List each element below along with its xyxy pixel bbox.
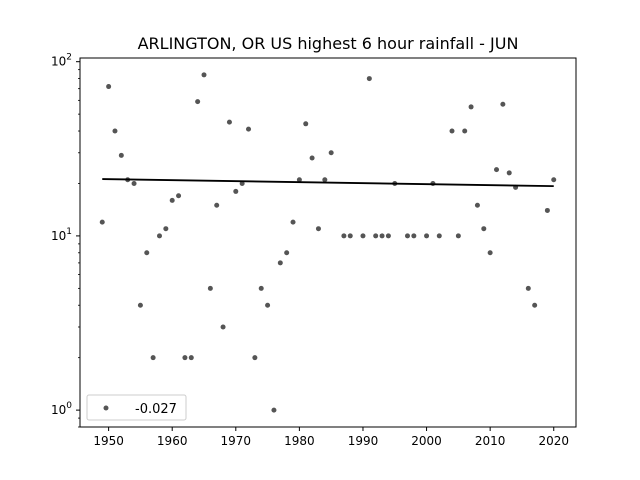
x-axis: 1950 1960 1970 1980 1990 2000 2010 2020 bbox=[93, 427, 569, 448]
data-point bbox=[544, 207, 550, 213]
trend-layer bbox=[102, 178, 554, 188]
plot-frame bbox=[79, 57, 577, 428]
legend-marker bbox=[103, 405, 109, 411]
data-point bbox=[112, 128, 118, 134]
chart-title: ARLINGTON, OR US highest 6 hour rainfall… bbox=[138, 34, 519, 53]
data-point bbox=[411, 233, 417, 239]
data-point bbox=[277, 260, 283, 266]
data-point bbox=[436, 233, 442, 239]
data-point bbox=[118, 152, 124, 158]
data-point bbox=[296, 177, 302, 183]
data-point bbox=[252, 355, 258, 361]
data-point bbox=[347, 233, 353, 239]
data-point bbox=[532, 302, 538, 308]
data-point bbox=[481, 226, 487, 232]
data-point bbox=[506, 170, 512, 176]
x-tick-label: 2010 bbox=[475, 434, 506, 448]
data-point bbox=[271, 407, 277, 413]
data-point bbox=[360, 233, 366, 239]
data-point bbox=[424, 233, 430, 239]
data-point bbox=[494, 167, 500, 173]
data-point bbox=[309, 155, 315, 161]
data-point bbox=[341, 233, 347, 239]
data-point bbox=[137, 302, 143, 308]
legend: -0.027 bbox=[86, 394, 187, 421]
data-point bbox=[500, 101, 506, 107]
data-point bbox=[373, 233, 379, 239]
y-tick-label: 102 bbox=[51, 53, 72, 69]
data-point bbox=[156, 233, 162, 239]
data-point bbox=[551, 177, 557, 183]
x-tick-label: 1970 bbox=[221, 434, 252, 448]
y-tick-label: 100 bbox=[51, 401, 72, 417]
data-point bbox=[106, 84, 112, 90]
x-tick-label: 2020 bbox=[538, 434, 569, 448]
data-point bbox=[258, 285, 264, 291]
y-axis: 100 101 102 bbox=[51, 53, 80, 428]
data-point bbox=[265, 302, 271, 308]
data-point bbox=[99, 219, 105, 225]
x-tick-label: 1960 bbox=[157, 434, 188, 448]
data-point bbox=[144, 250, 150, 256]
data-point bbox=[468, 104, 474, 110]
data-point bbox=[195, 99, 201, 105]
data-point bbox=[455, 233, 461, 239]
data-point bbox=[525, 285, 531, 291]
data-points bbox=[99, 72, 557, 413]
y-tick-label: 101 bbox=[51, 227, 72, 243]
x-tick-label: 2000 bbox=[411, 434, 442, 448]
trend-line bbox=[102, 178, 554, 188]
data-point bbox=[220, 324, 226, 330]
data-point bbox=[163, 226, 169, 232]
data-point bbox=[201, 72, 207, 78]
data-point bbox=[176, 193, 182, 199]
data-point bbox=[379, 233, 385, 239]
data-point bbox=[404, 233, 410, 239]
data-point bbox=[366, 76, 372, 82]
data-point bbox=[182, 355, 188, 361]
data-point bbox=[246, 126, 252, 132]
data-point bbox=[328, 150, 334, 156]
x-tick-label: 1990 bbox=[348, 434, 379, 448]
data-point bbox=[290, 219, 296, 225]
data-point bbox=[322, 177, 328, 183]
data-point bbox=[303, 121, 309, 127]
data-point bbox=[188, 355, 194, 361]
data-point bbox=[214, 202, 220, 208]
data-point bbox=[487, 250, 493, 256]
legend-label: -0.027 bbox=[135, 402, 177, 417]
data-point bbox=[239, 180, 245, 186]
data-point bbox=[449, 128, 455, 134]
legend-box bbox=[86, 394, 187, 421]
data-point bbox=[385, 233, 391, 239]
data-point bbox=[474, 202, 480, 208]
data-point bbox=[284, 250, 290, 256]
data-point bbox=[150, 355, 156, 361]
data-point bbox=[226, 119, 232, 125]
data-point bbox=[315, 226, 321, 232]
x-tick-label: 1950 bbox=[93, 434, 124, 448]
data-point bbox=[233, 188, 239, 194]
data-point bbox=[169, 197, 175, 203]
data-point bbox=[207, 285, 213, 291]
data-point bbox=[462, 128, 468, 134]
data-point bbox=[131, 180, 137, 186]
x-tick-label: 1980 bbox=[284, 434, 315, 448]
